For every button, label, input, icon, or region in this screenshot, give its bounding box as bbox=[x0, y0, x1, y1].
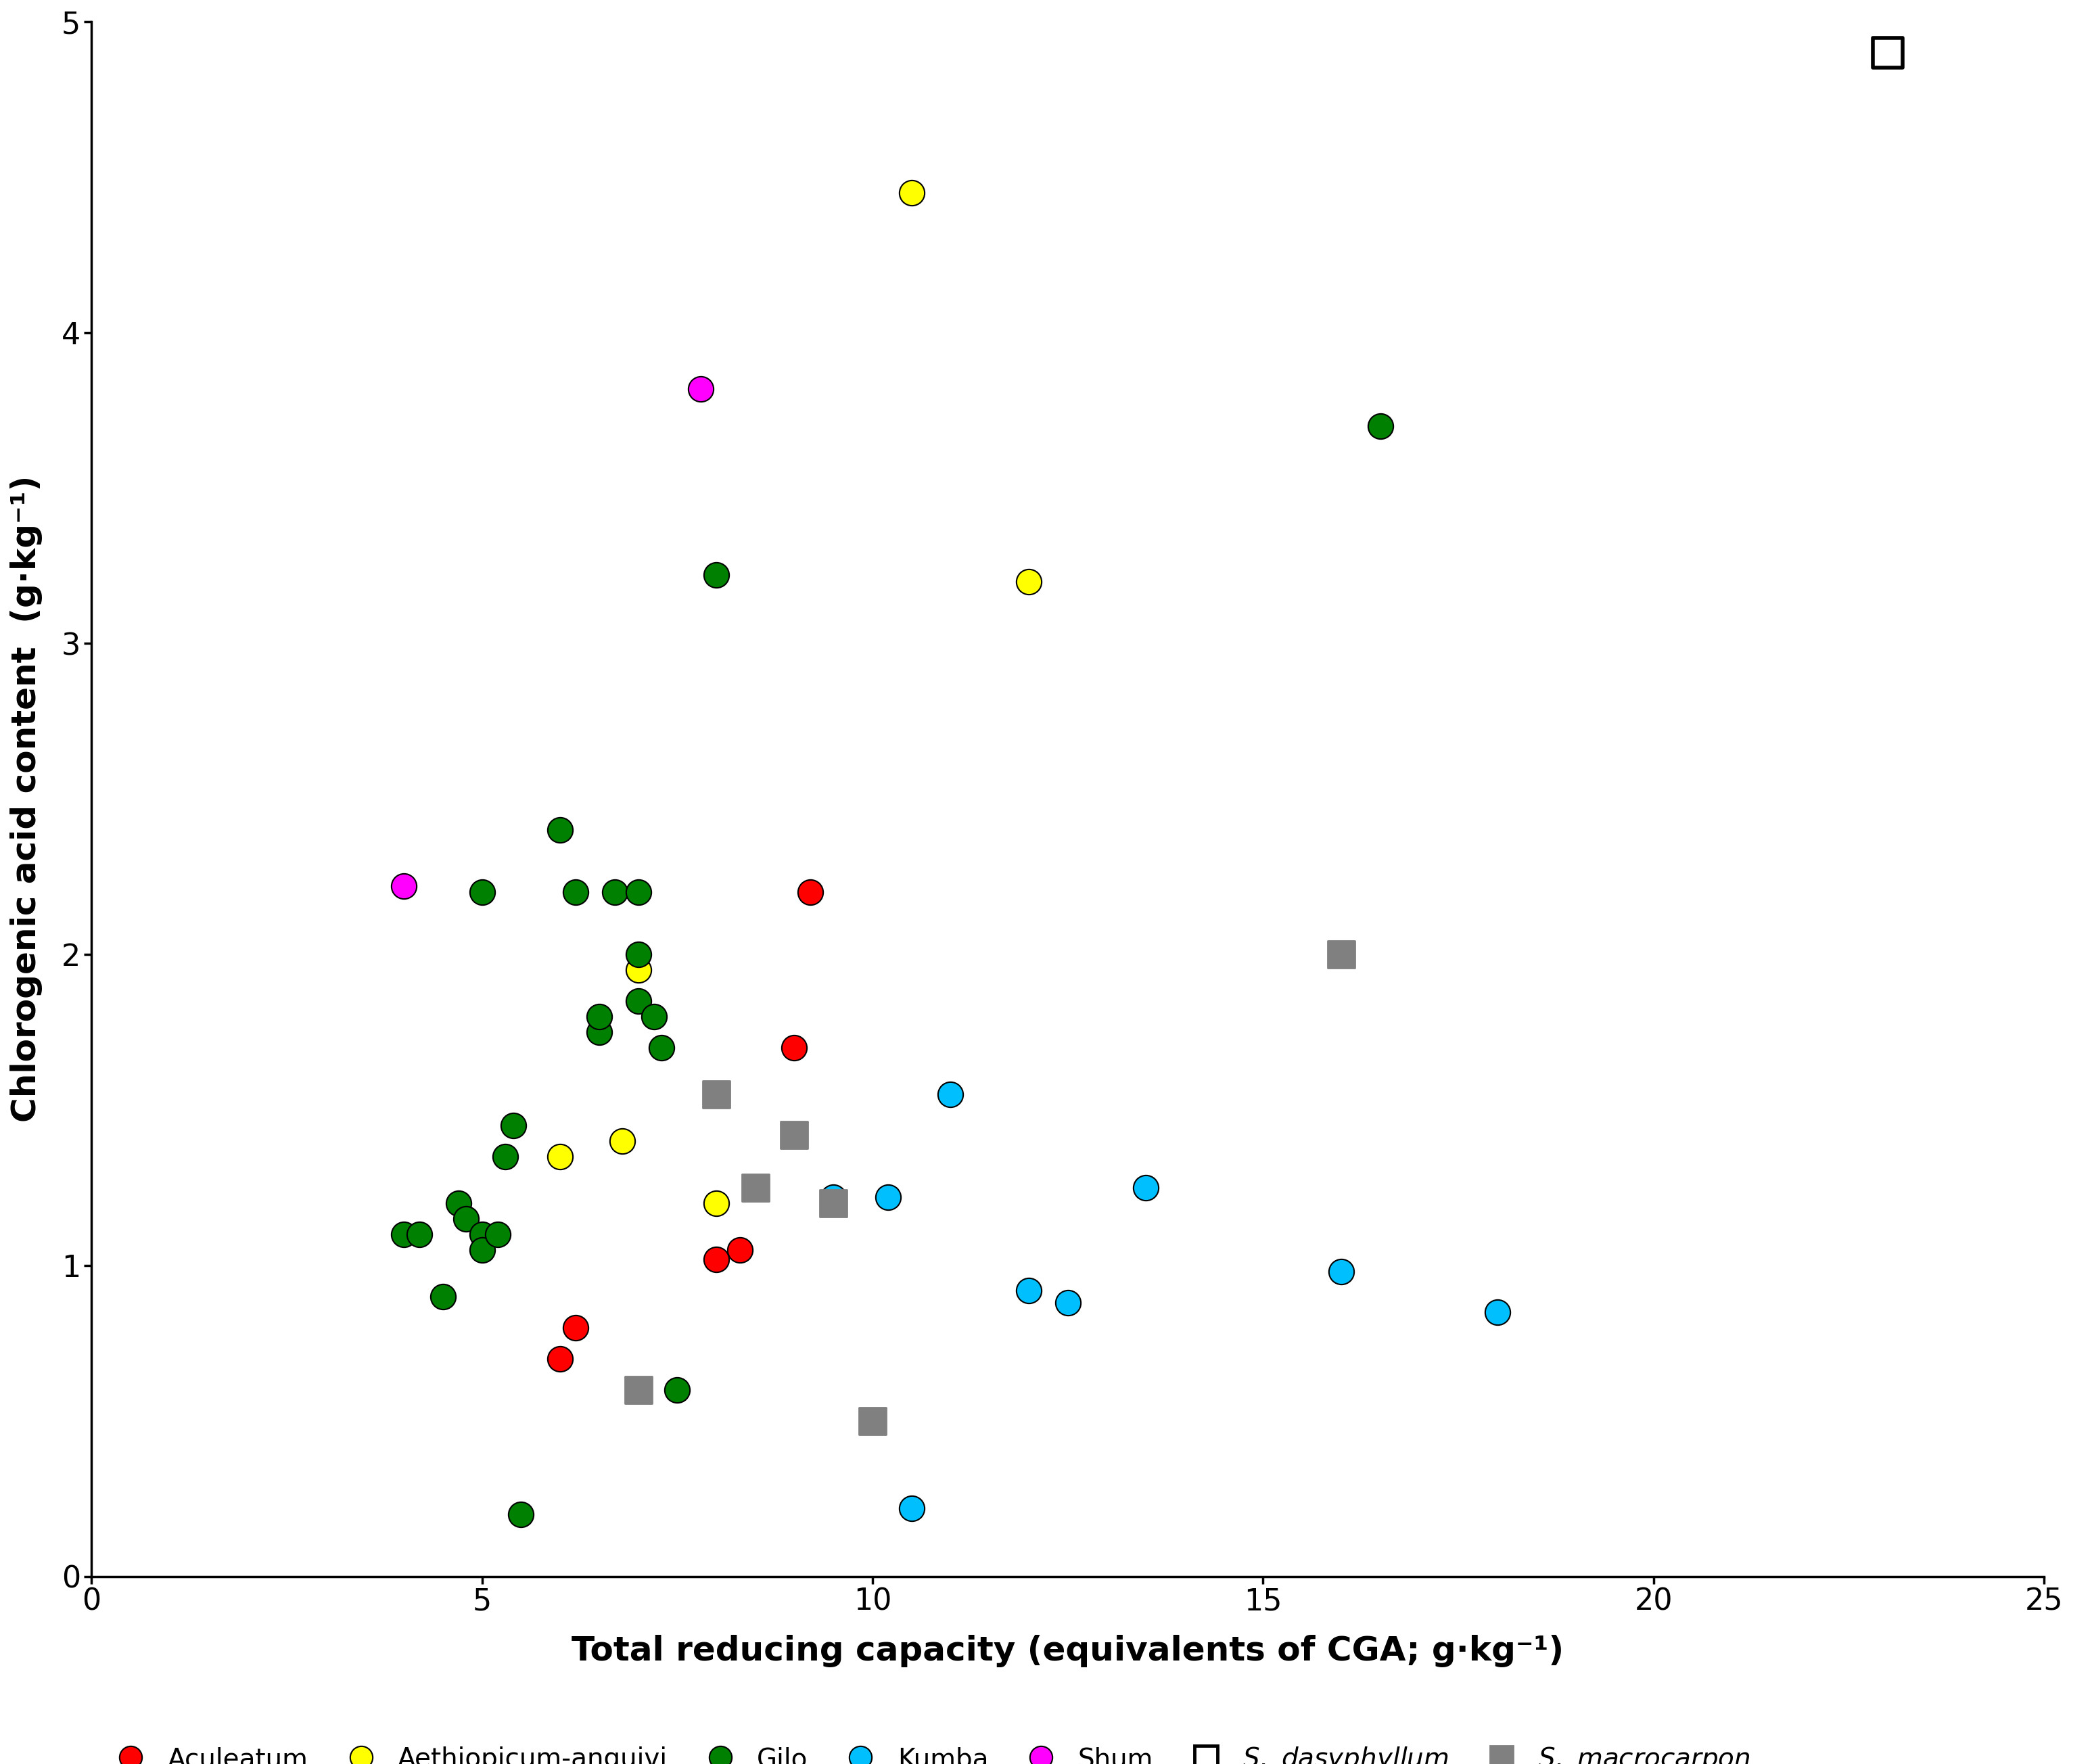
Point bbox=[582, 1018, 615, 1046]
Point bbox=[387, 871, 420, 900]
Point bbox=[1324, 1258, 1358, 1286]
Point bbox=[699, 1189, 732, 1217]
Point bbox=[1013, 1277, 1046, 1305]
Point bbox=[816, 1189, 849, 1217]
Point bbox=[504, 1499, 538, 1528]
Point bbox=[793, 878, 826, 907]
Legend: Aculeatum, Aethiopicum-anguivi, Gilo, Kumba, Shum, $\it{S.\ dasyphyllum}$, $\it{: Aculeatum, Aethiopicum-anguivi, Gilo, Ku… bbox=[105, 1745, 1751, 1764]
Point bbox=[933, 1080, 967, 1108]
Point bbox=[621, 878, 655, 907]
Point bbox=[559, 878, 592, 907]
Point bbox=[778, 1034, 812, 1062]
Point bbox=[450, 1205, 483, 1233]
Point bbox=[544, 1143, 577, 1171]
Point bbox=[699, 1080, 732, 1108]
Point bbox=[644, 1034, 678, 1062]
Point bbox=[598, 878, 632, 907]
Point bbox=[1870, 39, 1904, 67]
Point bbox=[621, 1376, 655, 1404]
Point bbox=[738, 1173, 772, 1201]
X-axis label: Total reducing capacity (equivalents of CGA; g·kg⁻¹): Total reducing capacity (equivalents of … bbox=[571, 1635, 1565, 1667]
Point bbox=[387, 1221, 420, 1249]
Point bbox=[559, 1314, 592, 1342]
Point bbox=[1481, 1298, 1515, 1327]
Point bbox=[1013, 568, 1046, 596]
Point bbox=[607, 1127, 640, 1155]
Point bbox=[582, 1002, 615, 1030]
Point bbox=[544, 1344, 577, 1372]
Point bbox=[699, 1245, 732, 1274]
Point bbox=[544, 817, 577, 845]
Point bbox=[895, 178, 929, 206]
Point bbox=[464, 1221, 498, 1249]
Point bbox=[621, 940, 655, 968]
Point bbox=[816, 1184, 849, 1212]
Point bbox=[1130, 1173, 1163, 1201]
Point bbox=[481, 1221, 515, 1249]
Point bbox=[895, 1494, 929, 1522]
Point bbox=[621, 956, 655, 984]
Point bbox=[1324, 940, 1358, 968]
Point bbox=[496, 1111, 529, 1140]
Point bbox=[724, 1237, 757, 1265]
Point bbox=[684, 374, 718, 402]
Point bbox=[1050, 1289, 1084, 1318]
Point bbox=[464, 1237, 498, 1265]
Point bbox=[856, 1408, 889, 1436]
Point bbox=[404, 1221, 437, 1249]
Point bbox=[1364, 411, 1397, 439]
Point bbox=[638, 1002, 672, 1030]
Point bbox=[661, 1376, 695, 1404]
Point bbox=[441, 1189, 475, 1217]
Point bbox=[621, 988, 655, 1016]
Point bbox=[464, 878, 498, 907]
Point bbox=[872, 1184, 906, 1212]
Point bbox=[778, 1120, 812, 1148]
Point bbox=[490, 1143, 523, 1171]
Y-axis label: Chlorogenic acid content  (g·kg⁻¹): Chlorogenic acid content (g·kg⁻¹) bbox=[10, 476, 42, 1122]
Point bbox=[427, 1282, 460, 1311]
Point bbox=[699, 561, 732, 589]
